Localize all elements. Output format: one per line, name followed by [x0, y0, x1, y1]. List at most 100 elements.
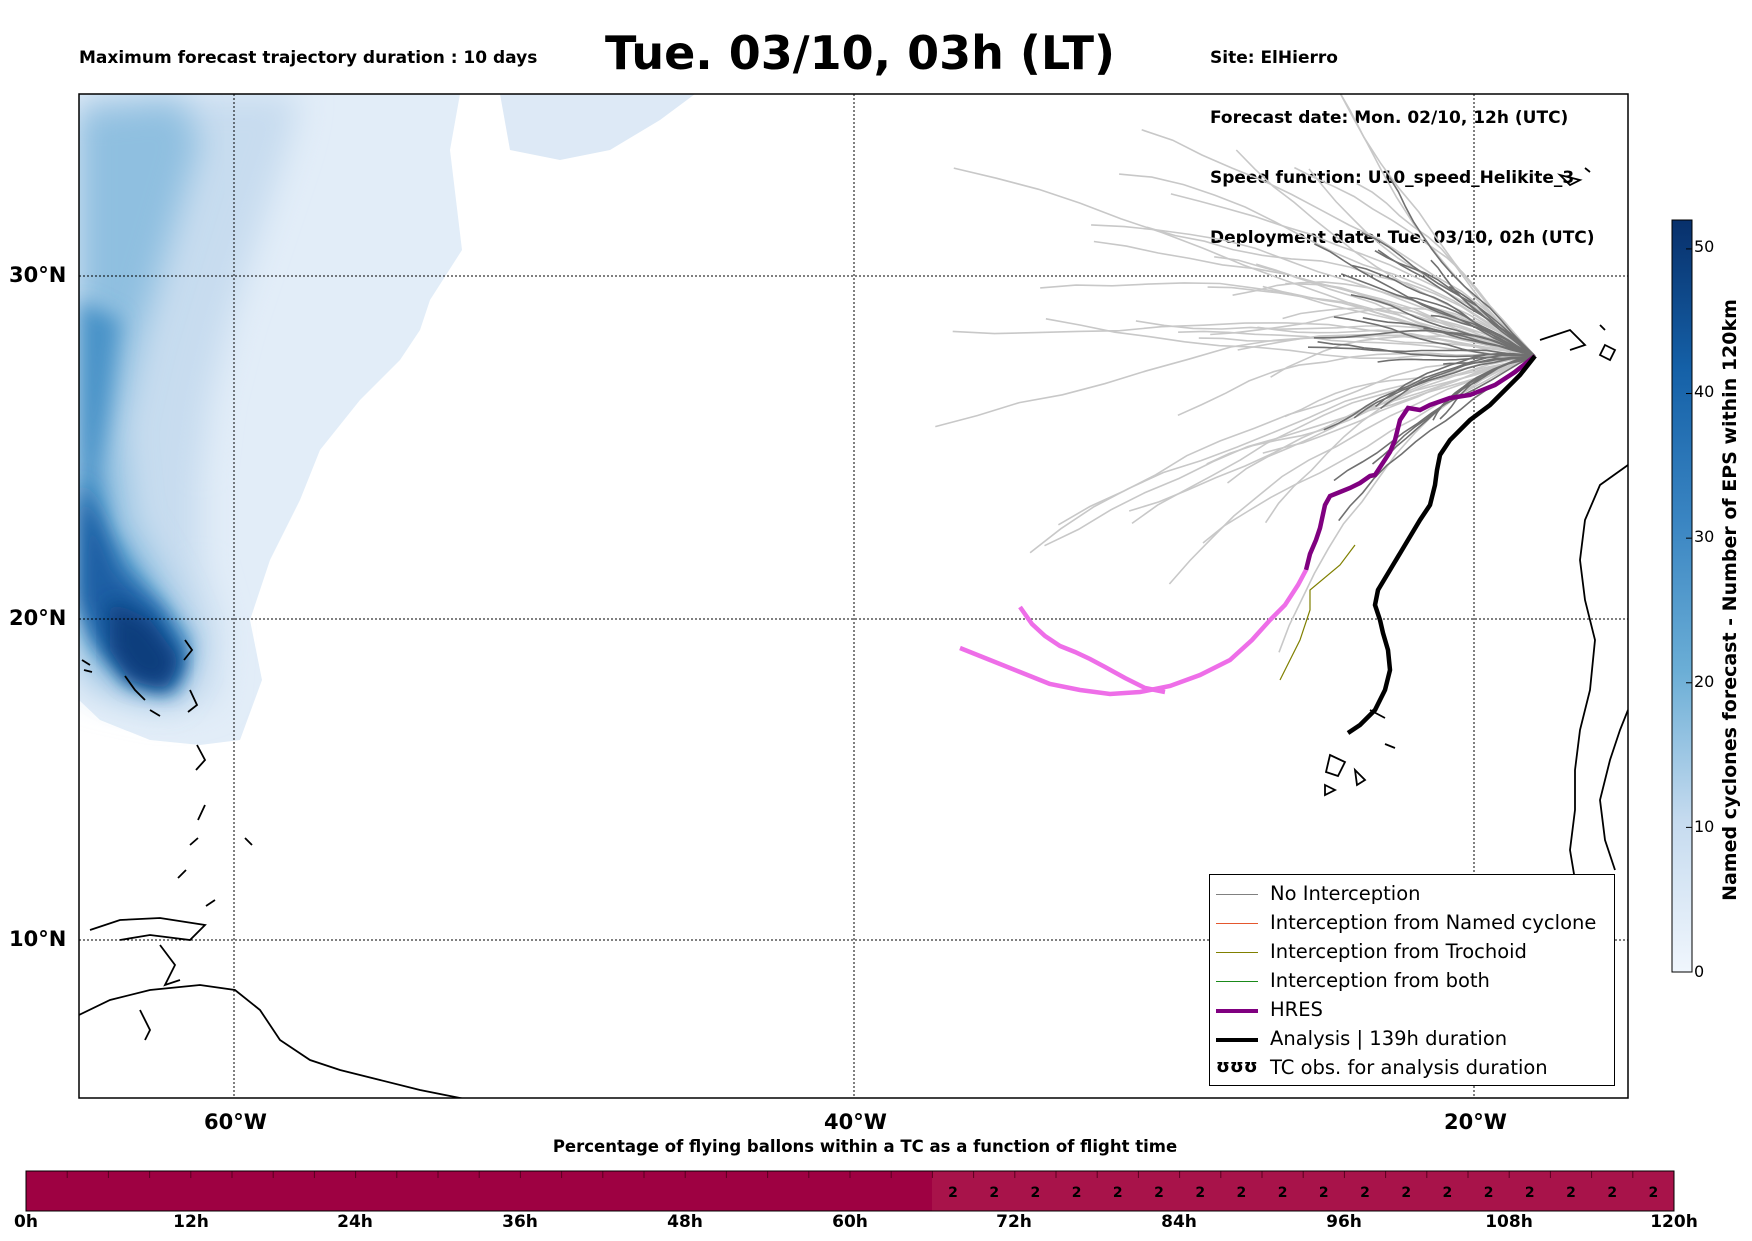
- ensemble-trajectory: [1029, 355, 1536, 554]
- lon-label-40w: 40°W: [824, 1110, 887, 1134]
- analysis-track: [1346, 354, 1537, 735]
- time-tick-label: 48h: [667, 1212, 703, 1232]
- tc-percentage-value: 2: [1072, 1185, 1082, 1201]
- colorbar-tick-label: 0: [1694, 962, 1705, 981]
- ensemble-trajectory: [1339, 94, 1536, 357]
- ensemble-trajectory: [1314, 243, 1536, 357]
- time-tick-label: 36h: [502, 1212, 538, 1232]
- tc-percentage-value: 2: [1649, 1185, 1659, 1201]
- tc-percentage-value: 2: [1443, 1185, 1453, 1201]
- map-frame: [78, 93, 1629, 1099]
- ensemble-trajectory: [1439, 355, 1536, 420]
- ensemble-trajectory: [1333, 316, 1536, 357]
- legend-item-analysis: Analysis | 139h duration: [1210, 1027, 1614, 1053]
- ensemble-trajectory: [1091, 224, 1536, 357]
- time-tick-label: 12h: [173, 1212, 209, 1232]
- ensemble-trajectory: [1389, 177, 1536, 357]
- header-left-line: Maximum forecast trajectory duration : 1…: [79, 48, 538, 68]
- legend-label: Interception from both: [1270, 969, 1490, 992]
- bottom-bar-title: Percentage of flying ballons within a TC…: [552, 1137, 1178, 1156]
- hres-track: [1303, 354, 1537, 571]
- time-tick-label: 0h: [14, 1212, 38, 1232]
- ensemble-trajectory: [1284, 355, 1536, 418]
- legend-item-no-interception: No Interception: [1210, 882, 1614, 908]
- page-title: Tue. 03/10, 03h (LT): [605, 26, 1115, 80]
- legend-swatch: [1216, 1009, 1258, 1013]
- ensemble-trajectory: [1361, 231, 1536, 357]
- header-right-line: Forecast date: Mon. 02/10, 12h (UTC): [1210, 108, 1569, 128]
- ensemble-trajectory: [1323, 353, 1536, 431]
- lat-label-20n: 20°N: [9, 606, 67, 630]
- colorbar-tick-label: 20: [1694, 672, 1715, 691]
- ensemble-trajectory: [1202, 355, 1536, 544]
- time-tick-label: 24h: [337, 1212, 373, 1232]
- lat-label-30n: 30°N: [9, 263, 67, 287]
- legend-item-named-cyclone: Interception from Named cyclone: [1210, 911, 1614, 937]
- tc-percentage-value: 2: [1154, 1185, 1164, 1201]
- ensemble-trajectory: [1340, 273, 1536, 357]
- lon-label-20w: 20°W: [1444, 1110, 1507, 1134]
- tc-percentage-value: 2: [1525, 1185, 1535, 1201]
- legend: No Interception Interception from Named …: [1209, 874, 1615, 1086]
- trochoid-interception-track: [1279, 544, 1356, 681]
- time-tick-label: 60h: [832, 1212, 868, 1232]
- ensemble-trajectory: [1146, 226, 1536, 357]
- tc-percentage-value: 2: [989, 1185, 999, 1201]
- ensemble-trajectories-light: [935, 94, 1536, 653]
- colorbar-tick-label: 10: [1694, 817, 1715, 836]
- colorbar: [1671, 219, 1693, 973]
- ensemble-trajectory: [1262, 285, 1536, 357]
- legend-label: No Interception: [1270, 882, 1421, 905]
- tc-symbol-icon: ʊʊʊ: [1216, 1056, 1258, 1077]
- tc-percentage-value: 2: [948, 1185, 958, 1201]
- time-tick-label: 120h: [1650, 1212, 1698, 1232]
- legend-item-both: Interception from both: [1210, 969, 1614, 995]
- legend-swatch: [1216, 923, 1258, 924]
- ensemble-trajectories-no-interception: [1307, 177, 1536, 522]
- ensemble-trajectory: [1307, 346, 1536, 357]
- ensemble-trajectory: [1044, 355, 1536, 547]
- time-tick-label: 108h: [1485, 1212, 1533, 1232]
- colorbar-tick-label: 40: [1694, 382, 1715, 401]
- ensemble-trajectory: [1339, 94, 1536, 357]
- legend-swatch: [1216, 952, 1258, 953]
- tc-percentage-cells: 2 2 2 2 2 2 2 2 2 2 2 2 2 2 2 2 2 2: [66, 1171, 1659, 1201]
- ensemble-trajectory: [1362, 317, 1536, 357]
- tc-percentage-value: 2: [1278, 1185, 1288, 1201]
- hres-track-light-section: [959, 568, 1308, 697]
- ensemble-trajectory: [1353, 355, 1536, 419]
- tc-percentage-value: 2: [1031, 1185, 1041, 1201]
- ensemble-trajectory: [1313, 329, 1536, 357]
- tc-percentage-value: 2: [1113, 1185, 1123, 1201]
- tc-percentage-bar-frame: [25, 1170, 1675, 1212]
- lon-label-60w: 60°W: [204, 1110, 267, 1134]
- tc-percentage-value: 2: [1607, 1185, 1617, 1201]
- tc-percentage-value: 2: [1484, 1185, 1494, 1201]
- ensemble-trajectory: [1232, 281, 1536, 357]
- ensemble-trajectory: [1377, 355, 1536, 363]
- header-right-line: Deployment date: Tue. 03/10, 02h (UTC): [1210, 228, 1595, 248]
- ensemble-trajectory: [1333, 355, 1536, 482]
- ensemble-trajectory: [935, 336, 1536, 428]
- lat-label-10n: 10°N: [9, 927, 67, 951]
- time-tick-label: 96h: [1326, 1212, 1362, 1232]
- legend-label: TC obs. for analysis duration: [1270, 1056, 1548, 1079]
- map-area: [79, 94, 1628, 1098]
- legend-item-hres: HRES: [1210, 998, 1614, 1024]
- colorbar-tick-label: 30: [1694, 527, 1715, 546]
- legend-swatch: [1216, 1038, 1258, 1042]
- ensemble-trajectory: [1168, 355, 1536, 585]
- ensemble-trajectory: [1352, 264, 1536, 357]
- legend-swatch: [1216, 981, 1258, 982]
- tc-percentage-value: 2: [1360, 1185, 1370, 1201]
- tc-percentage-value: 2: [1195, 1185, 1205, 1201]
- coastlines: [79, 167, 1628, 1098]
- legend-item-trochoid: Interception from Trochoid: [1210, 940, 1614, 966]
- legend-label: Interception from Named cyclone: [1270, 911, 1597, 934]
- ensemble-trajectory: [1430, 259, 1536, 357]
- tc-percentage-value: 2: [1237, 1185, 1247, 1201]
- header-right-line: Site: ElHierro: [1210, 48, 1338, 68]
- tc-percentage-value: 2: [1319, 1185, 1329, 1201]
- tc-percentage-value: 2: [1401, 1185, 1411, 1201]
